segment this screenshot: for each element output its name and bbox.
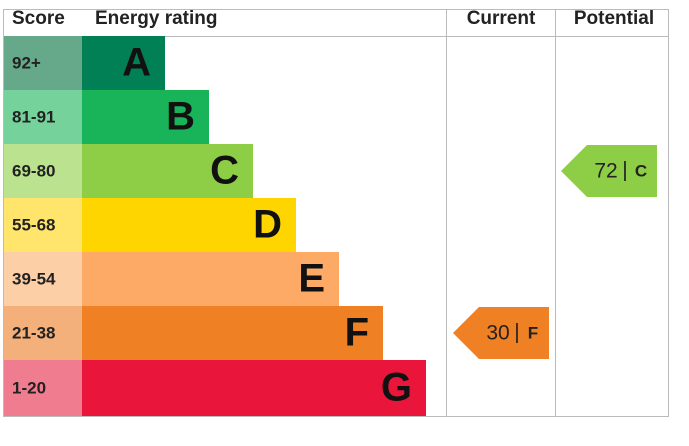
rating-bar (82, 198, 296, 252)
current-value: 30 (486, 322, 509, 345)
rating-bar (82, 360, 426, 416)
header-current: Current (467, 8, 536, 29)
rating-letter: A (122, 41, 151, 85)
score-label: 1-20 (12, 378, 46, 397)
current-band: F (528, 323, 538, 342)
score-cell (4, 306, 82, 360)
potential-band: C (635, 161, 647, 180)
score-cell (4, 90, 82, 144)
rating-letter: C (210, 149, 239, 193)
score-label: 21-38 (12, 323, 55, 342)
header-rating: Energy rating (95, 8, 217, 29)
rating-letter: D (253, 203, 282, 247)
current-separator: | (514, 321, 519, 344)
score-label: 39-54 (12, 269, 56, 288)
rating-bar (82, 36, 165, 90)
score-cell (4, 36, 82, 90)
rating-letter: E (298, 257, 325, 301)
rating-bar (82, 306, 383, 360)
score-label: 55-68 (12, 215, 55, 234)
score-label: 92+ (12, 53, 41, 72)
score-cell (4, 360, 82, 416)
potential-value: 72 (594, 160, 617, 183)
header-score: Score (12, 8, 65, 29)
current-arrow (453, 307, 549, 359)
score-cell (4, 252, 82, 306)
rating-letter: F (345, 311, 369, 355)
score-cell (4, 198, 82, 252)
score-label: 81-91 (12, 107, 55, 126)
rating-bar (82, 252, 339, 306)
potential-arrow (561, 145, 657, 197)
potential-separator: | (622, 159, 627, 182)
header-potential: Potential (574, 8, 654, 29)
rating-bar (82, 144, 253, 198)
frame (3, 9, 669, 417)
score-cell (4, 144, 82, 198)
score-label: 69-80 (12, 161, 55, 180)
rating-bar (82, 90, 209, 144)
rating-letter: G (381, 366, 412, 410)
rating-letter: B (166, 95, 195, 139)
